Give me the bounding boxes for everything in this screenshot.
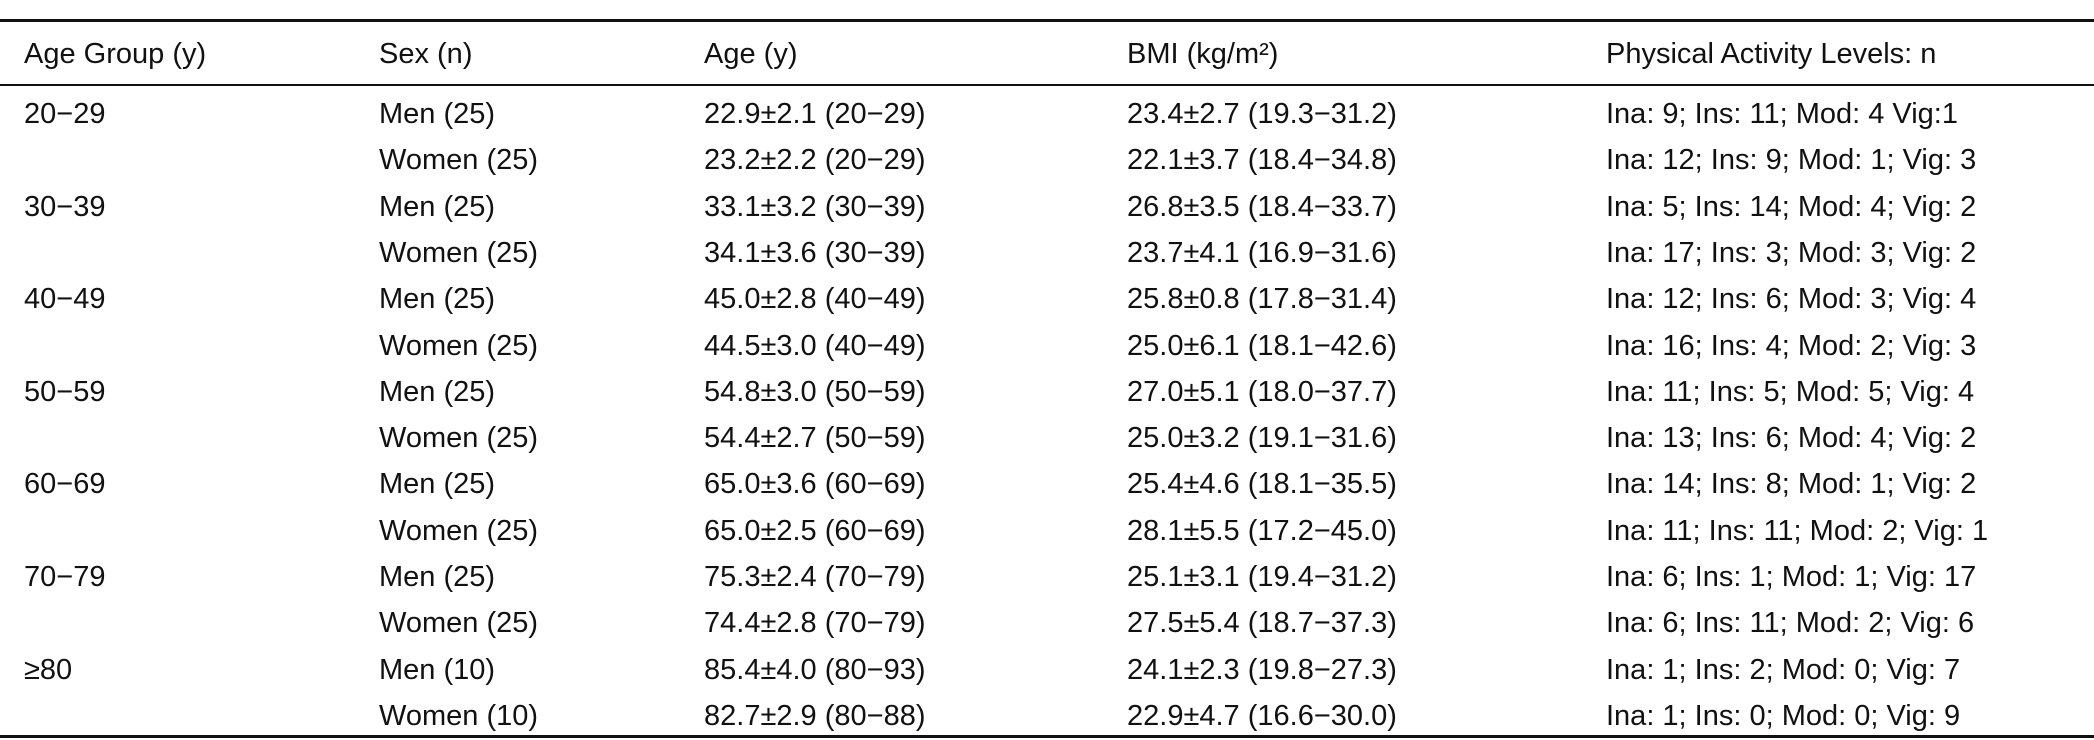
top-rule xyxy=(0,19,2094,22)
table-cell: Men (25) xyxy=(379,375,496,408)
table-cell: Women (25) xyxy=(379,236,539,269)
table-cell: 22.9±2.1 (20−29) xyxy=(704,98,926,130)
table-cell: 70−79 xyxy=(24,561,106,593)
table-cell: Men (25) xyxy=(379,561,496,593)
table-cell: Ina: 16; Ins: 4; Mod: 2; Vig: 3 xyxy=(1606,329,1977,362)
table-cell: 22.1±3.7 (18.4−34.8) xyxy=(1127,144,1397,177)
table-cell: Ina: 12; Ins: 6; Mod: 3; Vig: 4 xyxy=(1606,283,1977,316)
table-cell: Women (25) xyxy=(379,514,539,547)
table-cell: Ina: 17; Ins: 3; Mod: 3; Vig: 2 xyxy=(1606,236,1977,269)
table-cell: Ina: 12; Ins: 9; Mod: 1; Vig: 3 xyxy=(1606,144,1977,177)
table-cell: Men (25) xyxy=(379,190,496,223)
table-cell: 27.0±5.1 (18.0−37.7) xyxy=(1127,375,1397,408)
table-cell: Women (25) xyxy=(379,329,539,362)
table-cell: 23.7±4.1 (16.9−31.6) xyxy=(1127,236,1397,269)
table-cell: Ina: 13; Ins: 6; Mod: 4; Vig: 2 xyxy=(1606,422,1977,455)
table-cell: Men (25) xyxy=(379,283,496,316)
table-cell: 45.0±2.8 (40−49) xyxy=(704,283,926,316)
table-cell: 65.0±3.6 (60−69) xyxy=(704,468,926,501)
table-cell: Men (25) xyxy=(379,468,496,501)
table-cell: 44.5±3.0 (40−49) xyxy=(704,329,926,362)
table-cell: Ina: 11; Ins: 5; Mod: 5; Vig: 4 xyxy=(1606,375,1975,408)
header-cell: Sex (n) xyxy=(379,38,473,70)
table-cell: 74.4±2.8 (70−79) xyxy=(704,607,926,640)
table-cell: Ina: 5; Ins: 14; Mod: 4; Vig: 2 xyxy=(1606,190,1977,223)
table-cell: 75.3±2.4 (70−79) xyxy=(704,561,926,593)
table-cell: 24.1±2.3 (19.8−27.3) xyxy=(1127,653,1397,686)
table-cell: Ina: 6; Ins: 1; Mod: 1; Vig: 17 xyxy=(1606,561,1977,593)
table-cell: Ina: 9; Ins: 11; Mod: 4 Vig:1 xyxy=(1606,98,1958,130)
header-cell: Physical Activity Levels: n xyxy=(1606,38,1937,70)
table-cell: 50−59 xyxy=(24,375,106,408)
table-cell: 20−29 xyxy=(24,98,106,130)
table-cell: Ina: 14; Ins: 8; Mod: 1; Vig: 2 xyxy=(1606,468,1977,501)
header-cell: BMI (kg/m²) xyxy=(1127,38,1279,70)
table-cell: Women (25) xyxy=(379,607,539,640)
table-cell: 22.9±4.7 (16.6−30.0) xyxy=(1127,699,1397,732)
table-cell: Women (10) xyxy=(379,699,539,732)
table-cell: Ina: 1; Ins: 0; Mod: 0; Vig: 9 xyxy=(1606,699,1961,732)
header-rule xyxy=(0,84,2094,86)
table-cell: Women (25) xyxy=(379,422,539,455)
table-cell: Men (10) xyxy=(379,653,496,686)
table-cell: 28.1±5.5 (17.2−45.0) xyxy=(1127,514,1397,547)
table-cell: 85.4±4.0 (80−93) xyxy=(704,653,926,686)
table-cell: Women (25) xyxy=(379,144,539,177)
table-cell: Men (25) xyxy=(379,98,496,130)
header-cell: Age (y) xyxy=(704,38,798,70)
bottom-rule xyxy=(0,735,2094,738)
table-cell: Ina: 6; Ins: 11; Mod: 2; Vig: 6 xyxy=(1606,607,1975,640)
table-cell: ≥80 xyxy=(24,653,73,686)
table-cell: 65.0±2.5 (60−69) xyxy=(704,514,926,547)
table-cell: 25.0±3.2 (19.1−31.6) xyxy=(1127,422,1397,455)
table-cell: 27.5±5.4 (18.7−37.3) xyxy=(1127,607,1397,640)
table-cell: 23.2±2.2 (20−29) xyxy=(704,144,926,177)
header-cell: Age Group (y) xyxy=(24,38,207,70)
table-cell: 25.0±6.1 (18.1−42.6) xyxy=(1127,329,1397,362)
table-cell: 54.8±3.0 (50−59) xyxy=(704,375,926,408)
table-cell: 30−39 xyxy=(24,190,106,223)
table-cell: Ina: 11; Ins: 11; Mod: 2; Vig: 1 xyxy=(1606,514,1989,547)
table-cell: 25.8±0.8 (17.8−31.4) xyxy=(1127,283,1397,316)
table-cell: 25.4±4.6 (18.1−35.5) xyxy=(1127,468,1397,501)
table-cell: 23.4±2.7 (19.3−31.2) xyxy=(1127,98,1397,130)
table-cell: 34.1±3.6 (30−39) xyxy=(704,236,926,269)
table-cell: 54.4±2.7 (50−59) xyxy=(704,422,926,455)
table-cell: Ina: 1; Ins: 2; Mod: 0; Vig: 7 xyxy=(1606,653,1961,686)
table-cell: 82.7±2.9 (80−88) xyxy=(704,699,926,732)
table-cell: 33.1±3.2 (30−39) xyxy=(704,190,926,223)
table-cell: 25.1±3.1 (19.4−31.2) xyxy=(1127,561,1397,593)
table-cell: 60−69 xyxy=(24,468,106,501)
table-cell: 26.8±3.5 (18.4−33.7) xyxy=(1127,190,1397,223)
table-cell: 40−49 xyxy=(24,283,106,316)
